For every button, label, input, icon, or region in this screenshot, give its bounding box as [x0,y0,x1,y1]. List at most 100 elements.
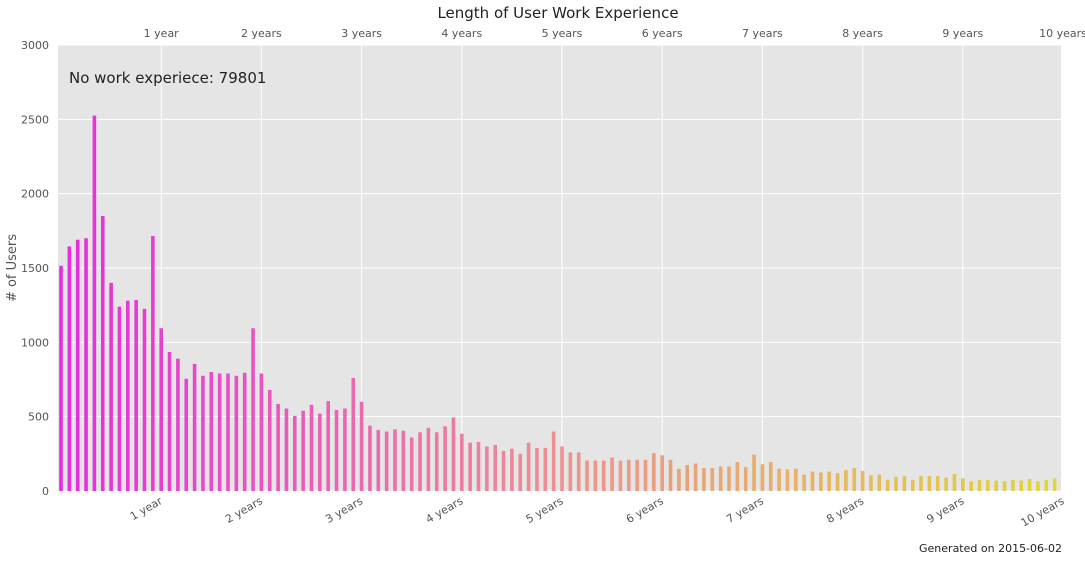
bar [418,432,422,491]
bar [368,425,372,491]
bar [685,464,690,491]
bar [802,474,806,491]
bar [401,430,406,491]
x-tick-label-bottom: 1 year [128,494,165,523]
x-tick-label-bottom: 7 years [724,494,766,526]
bar [67,246,72,491]
bar [986,479,990,491]
bar [827,471,831,491]
bar [961,478,965,491]
bar [860,470,865,491]
bar [944,477,948,491]
bar [293,415,297,491]
bar [768,462,773,491]
bar [234,375,239,491]
y-tick-label: 0 [42,485,49,498]
bar [126,300,130,491]
bar [935,476,940,491]
bar [610,457,614,491]
bar [176,358,180,491]
bar [75,239,80,491]
bar [1027,479,1032,491]
bar [226,373,230,491]
bar [134,299,138,491]
x-tick-label-top: 1 year [144,27,180,40]
bar [735,462,740,491]
y-ticks: 0 500 1000 1500 2000 2500 3000 [21,39,49,498]
bar [117,306,122,491]
bar [560,446,564,491]
y-tick-label: 2500 [21,113,49,126]
bar [785,469,790,491]
bar [585,460,589,491]
x-tick-label-top: 7 years [742,27,783,40]
y-tick-label: 1000 [21,336,49,349]
y-tick-label: 1500 [21,262,49,275]
x-tick-label-bottom: 10 years [1019,494,1067,529]
bar [485,446,489,491]
bar [460,433,464,491]
x-tick-label-bottom: 4 years [423,494,465,526]
bar [209,372,214,491]
bar [242,372,247,491]
bar [251,328,255,491]
y-tick-label: 500 [28,411,49,424]
bar [852,467,857,491]
x-tick-label-top: 9 years [942,27,983,40]
bar [259,373,264,491]
bar [710,467,715,491]
bar [409,437,414,491]
bar [276,404,280,491]
x-tick-label-top: 8 years [842,27,883,40]
generated-date: Generated on 2015-06-02 [919,542,1062,555]
y-tick-label: 3000 [21,39,49,52]
bar [668,459,673,491]
bar [510,448,514,491]
bar [1019,480,1024,491]
bars [59,115,1057,491]
bar [476,441,481,491]
chart-title: Length of User Work Experience [437,4,678,22]
bar [752,454,756,491]
bar [334,409,339,491]
bar [1011,479,1015,491]
bar [593,460,598,491]
bar [994,480,998,491]
x-tick-label-top: 2 years [241,27,282,40]
bar [109,282,113,491]
bar [301,410,305,491]
x-tick-label-top: 10 years [1039,27,1085,40]
bar [518,453,523,491]
bar [59,265,63,491]
bar [885,479,890,491]
no-experience-annotation: No work experiece: 79801 [69,69,266,87]
x-tick-label-top: 5 years [542,27,583,40]
bar [267,389,272,491]
x-tick-label-bottom: 9 years [924,494,966,526]
x-tick-label-bottom: 6 years [624,494,666,526]
bar [434,432,439,491]
bar [318,413,322,491]
bar [201,375,205,491]
bar [468,442,472,491]
bar [810,471,815,491]
bar [743,467,748,491]
bar [627,459,631,491]
bar [551,431,556,491]
bar [351,378,356,491]
bar [702,467,706,491]
bar [92,115,97,491]
bar [426,427,431,491]
bar [835,473,840,491]
bar [543,447,548,491]
bar [660,455,664,491]
bar [844,470,848,491]
bar [652,453,656,491]
x-tick-label-bottom: 2 years [223,494,265,526]
x-tick-label-top: 4 years [441,27,482,40]
bar [1044,479,1049,491]
bar [1036,481,1040,491]
bar [142,308,147,491]
bar [151,236,155,491]
bar [84,238,88,491]
